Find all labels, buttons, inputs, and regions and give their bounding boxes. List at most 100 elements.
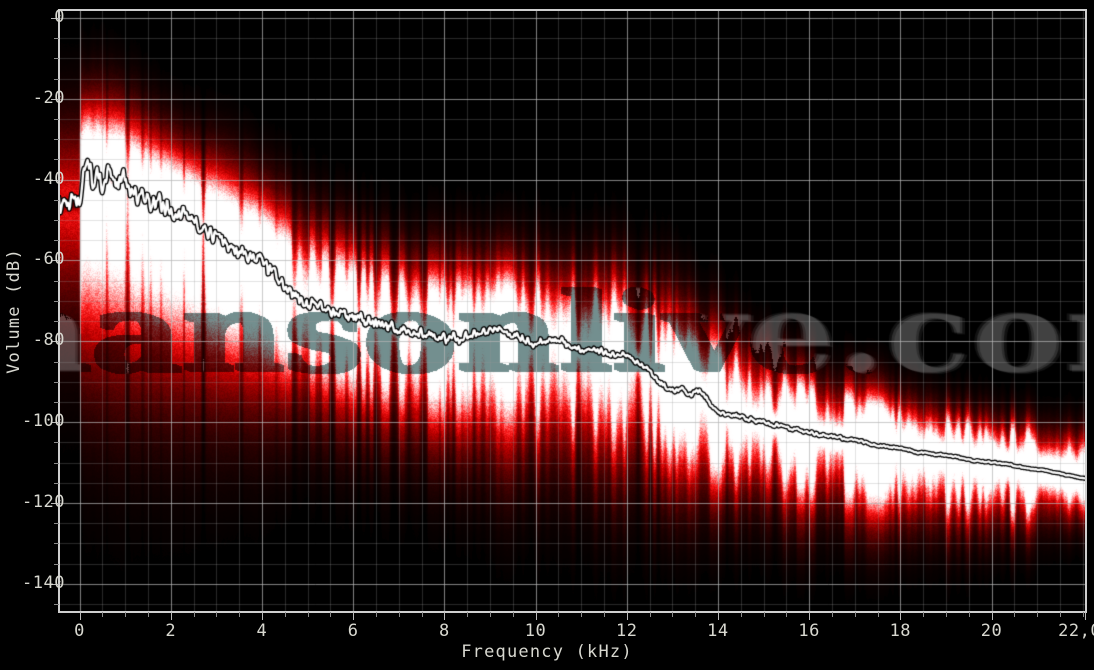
x-axis-minor-tick	[102, 612, 104, 617]
x-axis-major-tick	[900, 612, 902, 620]
y-axis-minor-tick	[54, 38, 59, 40]
x-axis-tick-label: 10	[524, 621, 547, 641]
x-axis-minor-tick	[216, 612, 218, 617]
x-axis-minor-tick	[558, 612, 560, 617]
y-axis-minor-tick	[54, 381, 59, 383]
y-axis-minor-tick	[54, 603, 59, 605]
y-axis-title-wrapper: Volume (dB)	[2, 0, 26, 622]
y-axis-minor-tick	[54, 199, 59, 201]
x-axis-tick-label: 14	[707, 621, 729, 641]
x-axis-minor-tick	[330, 612, 332, 617]
y-axis-major-tick	[51, 179, 59, 181]
y-axis-major-tick	[51, 260, 59, 262]
plot-area	[59, 10, 1085, 612]
x-axis-major-tick	[444, 612, 446, 620]
x-axis-minor-tick	[831, 612, 833, 617]
y-axis-tick-label: -140	[22, 572, 65, 593]
y-axis-tick-label: -80	[32, 330, 65, 351]
y-axis-minor-tick	[54, 119, 59, 121]
y-axis-major-tick	[51, 18, 59, 20]
y-axis-tick-label: -40	[32, 168, 65, 189]
x-axis-tick-label: 0	[74, 621, 85, 641]
y-axis-tick-label: -60	[32, 249, 65, 270]
y-axis-major-tick	[51, 98, 59, 100]
x-axis-tick-label: 4	[256, 621, 268, 641]
x-axis-major-tick	[809, 612, 811, 620]
x-axis-minor-tick	[649, 612, 651, 617]
y-axis-tick-label: -120	[22, 491, 65, 512]
y-axis-minor-tick	[54, 442, 59, 444]
x-axis-tick-label: 6	[347, 621, 359, 641]
x-axis-major-tick	[261, 612, 263, 620]
y-axis-minor-tick	[54, 482, 59, 484]
x-axis-minor-tick	[307, 612, 309, 617]
x-axis-minor-tick	[603, 612, 605, 617]
x-axis-minor-tick	[147, 612, 149, 617]
x-axis-minor-tick	[193, 612, 195, 617]
x-axis-major-tick	[353, 612, 355, 620]
x-axis-minor-tick	[125, 612, 127, 617]
y-axis-minor-tick	[54, 401, 59, 403]
x-axis-minor-tick	[740, 612, 742, 617]
x-axis-tick-label: 12	[615, 621, 638, 641]
y-axis-minor-tick	[54, 78, 59, 80]
x-axis-minor-tick	[763, 612, 765, 617]
x-axis-minor-tick	[786, 612, 788, 617]
x-axis-minor-tick	[854, 612, 856, 617]
y-axis-minor-tick	[54, 361, 59, 363]
x-axis-minor-tick	[1082, 612, 1084, 617]
x-axis-minor-tick	[672, 612, 674, 617]
x-axis-tick-label: 20	[980, 621, 1003, 641]
x-axis-minor-tick	[239, 612, 241, 617]
y-axis-major-tick	[51, 341, 59, 343]
axis-spine-right	[1085, 9, 1087, 613]
x-axis-tick-label: 2	[165, 621, 177, 641]
x-axis-tick-label: 18	[889, 621, 912, 641]
x-axis-minor-tick	[375, 612, 377, 617]
y-axis-minor-tick	[54, 280, 59, 282]
y-axis-major-tick	[51, 583, 59, 585]
y-axis-tick-label: -20	[32, 87, 65, 108]
x-axis-minor-tick	[489, 612, 491, 617]
x-axis-minor-tick	[1014, 612, 1016, 617]
x-axis-minor-tick	[581, 612, 583, 617]
x-axis-major-tick	[79, 612, 81, 620]
x-axis-major-tick	[170, 612, 172, 620]
y-axis-minor-tick	[54, 139, 59, 141]
x-axis-tick-label: 16	[798, 621, 820, 641]
x-axis-minor-tick	[923, 612, 925, 617]
y-axis-minor-tick	[54, 240, 59, 242]
y-axis-minor-tick	[54, 58, 59, 60]
y-axis-minor-tick	[54, 220, 59, 222]
y-axis-minor-tick	[54, 300, 59, 302]
x-axis-tick-label: 22,05	[1058, 621, 1094, 641]
x-axis-minor-tick	[421, 612, 423, 617]
x-axis-minor-tick	[695, 612, 697, 617]
x-axis-title: Frequency (kHz)	[461, 642, 633, 662]
x-axis-minor-tick	[467, 612, 469, 617]
y-axis-minor-tick	[54, 543, 59, 545]
x-axis-major-tick	[991, 612, 993, 620]
x-axis-minor-tick	[284, 612, 286, 617]
x-axis-minor-tick	[877, 612, 879, 617]
axis-spine-bottom	[58, 611, 1087, 613]
y-axis-minor-tick	[54, 159, 59, 161]
y-axis-title: Volume (dB)	[4, 248, 24, 374]
y-axis-major-tick	[51, 422, 59, 424]
y-axis-minor-tick	[54, 523, 59, 525]
x-axis-major-tick	[1085, 612, 1086, 620]
y-axis-minor-tick	[54, 563, 59, 565]
x-axis-minor-tick	[1037, 612, 1039, 617]
axis-spine-left	[58, 9, 60, 613]
x-axis-minor-tick	[968, 612, 970, 617]
x-axis-minor-tick	[1059, 612, 1061, 617]
y-axis-tick-label: -100	[22, 411, 65, 432]
x-axis-major-tick	[717, 612, 719, 620]
y-axis-minor-tick	[54, 321, 59, 323]
x-axis-minor-tick	[945, 612, 947, 617]
mean-spectrum-trace	[59, 10, 1085, 612]
y-axis-major-tick	[51, 502, 59, 504]
x-axis-minor-tick	[398, 612, 400, 617]
axis-spine-top	[58, 9, 1087, 11]
